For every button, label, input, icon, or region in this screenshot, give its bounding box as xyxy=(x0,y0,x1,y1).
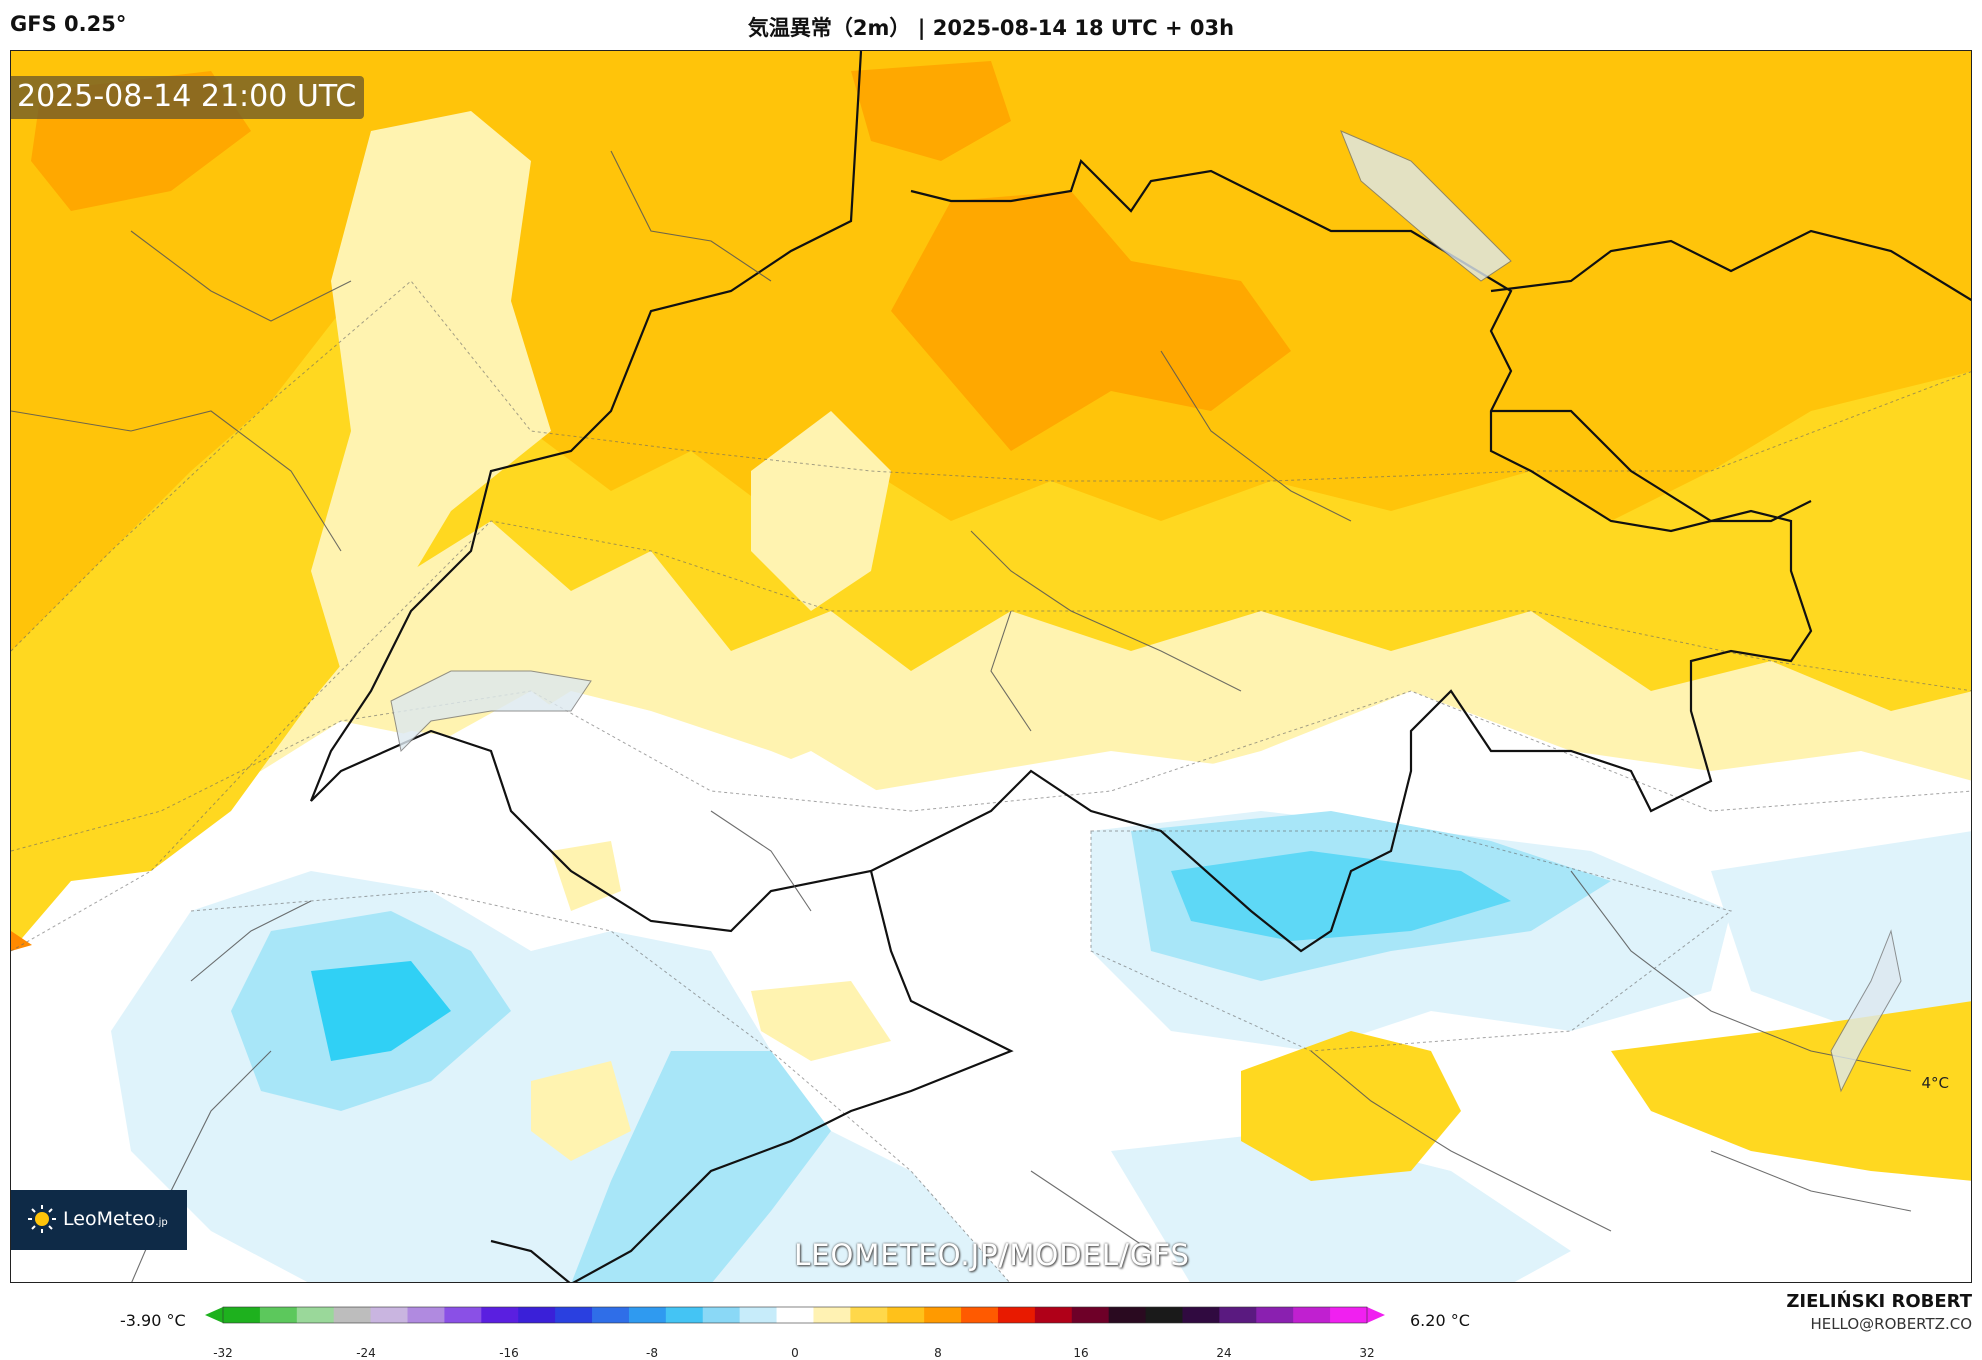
author-name: ZIELIŃSKI ROBERT xyxy=(1786,1291,1972,1312)
colorbar-outline xyxy=(222,1306,1368,1324)
colorbar-swatch xyxy=(997,1307,1036,1323)
colorbar-swatch xyxy=(1293,1307,1331,1323)
colorbar-tick-label: 16 xyxy=(1073,1346,1089,1360)
source-watermark: LEOMETEO.JP/MODEL/GFS xyxy=(794,1238,1190,1272)
lake-east xyxy=(1830,929,1902,1093)
colorbar-tick-label: -16 xyxy=(499,1346,519,1360)
anomaly-field xyxy=(11,51,1971,1282)
model-name: GFS 0.25° xyxy=(10,12,127,36)
sun-icon xyxy=(28,1205,56,1233)
colorbar-swatch xyxy=(259,1307,298,1323)
colorbar-swatch xyxy=(739,1307,778,1323)
region-borders xyxy=(11,150,1912,1282)
lake-north xyxy=(1340,130,1512,282)
colorbar-swatch xyxy=(1034,1307,1073,1323)
colorbar-swatch xyxy=(223,1307,261,1323)
colorbar-swatch xyxy=(481,1307,519,1323)
colorbar-swatch xyxy=(924,1307,962,1323)
author-email: HELLO@ROBERTZ.CO xyxy=(1810,1315,1972,1333)
colorbar-swatch xyxy=(850,1307,888,1323)
colorbar-left-arrow xyxy=(205,1307,223,1323)
contour-lightblue-south xyxy=(1111,1131,1571,1282)
colorbar-swatch xyxy=(370,1307,409,1323)
colorbar-tick-label: -32 xyxy=(213,1346,233,1360)
colorbar-swatch xyxy=(702,1307,741,1323)
contour-deepblue-west xyxy=(311,961,451,1061)
weather-map[interactable]: 2025-08-14 21:00 UTC 4°C LeoMeteo.jp LEO… xyxy=(10,50,1972,1283)
contour-blue-south xyxy=(571,1051,831,1282)
colorbar-swatch xyxy=(1108,1307,1147,1323)
valid-time-badge: 2025-08-14 21:00 UTC xyxy=(11,76,365,119)
colorbar-swatch xyxy=(592,1307,630,1323)
logo-text: LeoMeteo xyxy=(63,1208,156,1230)
contour-light-patch xyxy=(751,411,891,611)
colorbar-tick-label: 0 xyxy=(791,1346,799,1360)
point-temperature-label: 4°C xyxy=(1921,1074,1949,1092)
colorbar-swatch xyxy=(1330,1307,1368,1323)
colorbar-swatch xyxy=(333,1307,372,1323)
colorbar-tick-label: -8 xyxy=(646,1346,658,1360)
colorbar-max-value: 6.20 °C xyxy=(1410,1311,1470,1330)
colorbar-gradient xyxy=(205,1306,1385,1324)
logo-suffix: .jp xyxy=(155,1217,168,1228)
contour-yellow-blob-1 xyxy=(1241,1031,1461,1181)
contour-yellow-blob-4 xyxy=(551,841,621,911)
colorbar-swatch xyxy=(1071,1307,1110,1323)
contour-yellow-blob-2 xyxy=(531,1061,631,1161)
contour-orange-center xyxy=(891,191,1291,451)
colorbar-swatch xyxy=(665,1307,704,1323)
colorbar-swatch xyxy=(518,1307,556,1323)
colorbar-right-arrow xyxy=(1367,1307,1385,1323)
contour-lightblue-east xyxy=(1711,831,1971,1031)
chart-title: 気温異常（2m） | 2025-08-14 18 UTC + 03h xyxy=(747,16,1235,40)
contour-orange-north xyxy=(851,61,1011,161)
contour-deepblue-center xyxy=(1171,851,1511,941)
colorbar: -32 -24 -16 -8 0 8 16 24 32 xyxy=(205,1305,1385,1360)
colorbar-swatch xyxy=(961,1307,999,1323)
colorbar-swatch xyxy=(1219,1307,1257,1323)
colorbar-tick-label: 8 xyxy=(934,1346,942,1360)
leometeo-logo[interactable]: LeoMeteo.jp xyxy=(11,1190,187,1250)
colorbar-swatch xyxy=(776,1307,815,1323)
colorbar-swatch xyxy=(813,1307,851,1323)
colorbar-tick-label: -24 xyxy=(356,1346,376,1360)
colorbar-min-value: -3.90 °C xyxy=(120,1311,186,1330)
contour-yellow-blob-3 xyxy=(751,981,891,1061)
colorbar-swatch xyxy=(1145,1307,1184,1323)
contour-yellow-blob-east xyxy=(1611,1001,1971,1181)
colorbar-swatch xyxy=(887,1307,925,1323)
colorbar-swatch xyxy=(555,1307,593,1323)
colorbar-tick-label: 32 xyxy=(1359,1346,1375,1360)
colorbar-swatch xyxy=(444,1307,482,1323)
contour-light-tongue xyxy=(311,111,551,671)
colorbar-swatch xyxy=(1182,1307,1220,1323)
colorbar-swatch xyxy=(628,1307,667,1323)
lake-west xyxy=(390,670,592,753)
footer: -3.90 °C -32 -24 -16 -8 0 8 16 24 32 6.20 °C ZIE… xyxy=(0,1283,1982,1360)
header: GFS 0.25° 気温異常（2m） | 2025-08-14 18 UTC +… xyxy=(0,0,1982,50)
colorbar-swatch xyxy=(1256,1307,1294,1323)
colorbar-swatch xyxy=(296,1307,335,1323)
colorbar-tick-label: 24 xyxy=(1216,1346,1232,1360)
colorbar-swatch xyxy=(407,1307,446,1323)
